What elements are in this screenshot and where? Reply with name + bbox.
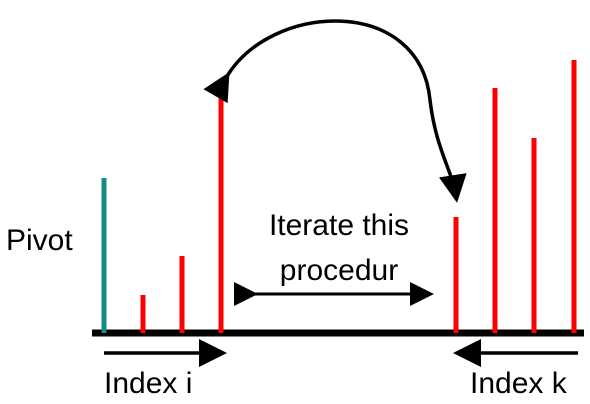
iterate-label-line2: procedur (280, 254, 398, 287)
index-i-label: Index i (104, 367, 192, 400)
index-k-label: Index k (470, 367, 568, 400)
swap-arrow (203, 19, 467, 203)
pivot-label: Pivot (6, 224, 73, 257)
iterate-label-line1: Iterate this (269, 209, 409, 242)
